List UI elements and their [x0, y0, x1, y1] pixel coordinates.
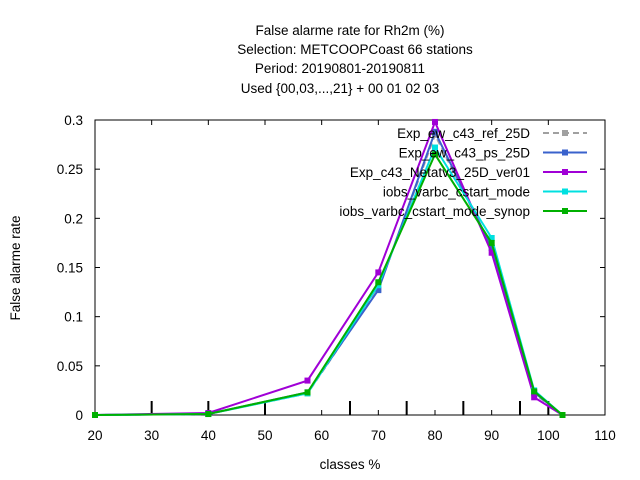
y-tick-label: 0.1 [64, 310, 83, 325]
series-Exp_c43_Netatv3_25D_ver01 [92, 118, 566, 418]
chart-title-line-2: Selection: METCOOPCoast 66 stations [237, 42, 473, 57]
x-tick-label: 100 [537, 428, 560, 443]
legend-label: Exp_ew_c43_ref_25D [397, 126, 530, 141]
data-point [488, 235, 495, 241]
x-tick-label: 70 [371, 428, 386, 443]
chart-title-block: False alarme rate for Rh2m (%) Selection… [237, 23, 473, 96]
chart-title-line-4: Used {00,03,...,21} + 00 01 02 03 [241, 81, 440, 96]
data-point [432, 144, 438, 151]
y-axis-label: False alarme rate [8, 215, 23, 320]
series-line [94, 119, 564, 416]
y-tick-label: 0.2 [64, 211, 83, 226]
legend-label: iobs_varbc_cstart_mode [383, 185, 530, 200]
data-point [375, 279, 382, 286]
x-axis-label: classes % [320, 457, 381, 472]
x-tick-label: 60 [314, 428, 329, 443]
data-point [304, 389, 311, 396]
chart-title-line-3: Period: 20190801-20190811 [255, 61, 425, 76]
y-tick-label: 0.25 [57, 162, 83, 177]
data-point [375, 269, 382, 276]
x-tick-label: 50 [257, 428, 272, 443]
x-tick-label: 30 [144, 428, 159, 443]
data-point [375, 287, 382, 294]
series-iobs_varbc_cstart_mode_synop [92, 151, 566, 418]
y-tick-label: 0.05 [57, 359, 83, 374]
legend-marker [562, 149, 568, 156]
data-point [432, 128, 438, 135]
legend: Exp_ew_c43_ref_25D Exp_ew_c43_ps_25D Exp_c… [339, 126, 587, 219]
data-point [304, 377, 311, 384]
y-tick-label: 0.3 [64, 113, 83, 128]
y-tick-label: 0 [75, 408, 83, 423]
legend-label: iobs_varbc_cstart_mode_synop [339, 204, 530, 219]
legend-label: Exp_ew_c43_ps_25D [399, 146, 531, 161]
data-point [488, 249, 495, 256]
chart-title-line-1: False alarme rate for Rh2m (%) [255, 23, 444, 38]
data-point [205, 411, 212, 418]
legend-marker [562, 130, 568, 136]
legend-marker [562, 208, 568, 214]
data-point [531, 388, 538, 395]
axis-ticks: 20 30 40 50 60 70 80 90 100 110 0 0.05 0.1 0.15 0.2 0.2… [57, 113, 616, 443]
legend-label: Exp_c43_Netatv3_25D_ver01 [350, 165, 530, 180]
data-point [531, 394, 538, 401]
data-point [92, 412, 98, 418]
x-tick-label: 90 [484, 428, 499, 443]
x-tick-label: 20 [87, 428, 102, 443]
series-group [92, 118, 566, 418]
data-point [559, 412, 566, 418]
data-point [488, 239, 495, 246]
y-tick-label: 0.15 [57, 261, 83, 276]
x-tick-label: 110 [594, 428, 616, 443]
series-line [94, 152, 564, 416]
data-point [488, 244, 495, 251]
data-point [432, 151, 438, 158]
x-tick-label: 80 [427, 428, 442, 443]
legend-marker [562, 169, 568, 175]
x-tick-label: 40 [201, 428, 216, 443]
legend-marker [562, 188, 568, 195]
data-point [432, 118, 438, 125]
